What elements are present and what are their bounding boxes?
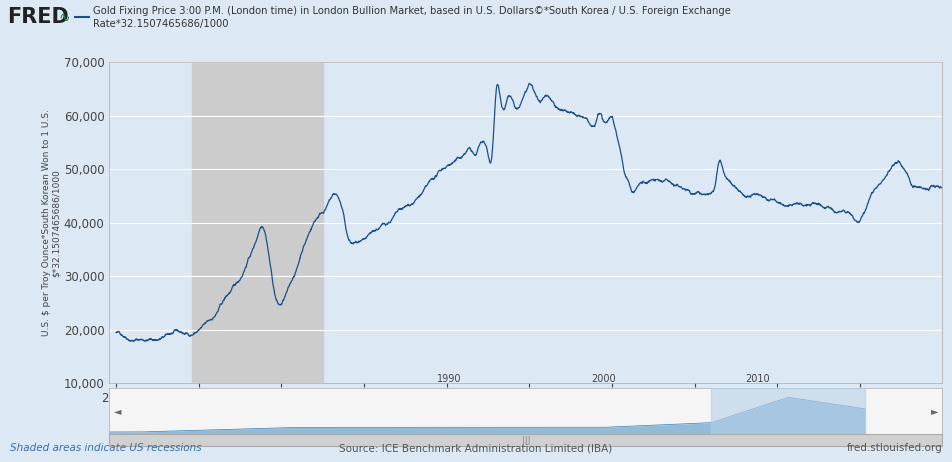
Text: 2010: 2010 <box>745 374 769 384</box>
Bar <box>711 388 865 434</box>
Text: Source: ICE Benchmark Administration Limited (IBA): Source: ICE Benchmark Administration Lim… <box>339 443 613 453</box>
Text: |||: ||| <box>522 436 530 444</box>
Text: Shaded areas indicate US recessions: Shaded areas indicate US recessions <box>10 443 201 453</box>
Text: 2000: 2000 <box>591 374 615 384</box>
Bar <box>192 62 323 383</box>
Y-axis label: U.S. $ per Troy Ounce*South Korean Won to 1 U.S.
$*32.1507465686/1000: U.S. $ per Troy Ounce*South Korean Won t… <box>42 109 61 336</box>
Text: ►: ► <box>931 406 939 416</box>
Text: ∿: ∿ <box>59 11 70 24</box>
Text: ◄: ◄ <box>113 406 121 416</box>
Text: 1990: 1990 <box>437 374 461 384</box>
Text: FRED: FRED <box>8 7 69 27</box>
Text: fred.stlouisfed.org: fred.stlouisfed.org <box>846 443 942 453</box>
Text: Gold Fixing Price 3:00 P.M. (London time) in London Bullion Market, based in U.S: Gold Fixing Price 3:00 P.M. (London time… <box>93 6 731 29</box>
